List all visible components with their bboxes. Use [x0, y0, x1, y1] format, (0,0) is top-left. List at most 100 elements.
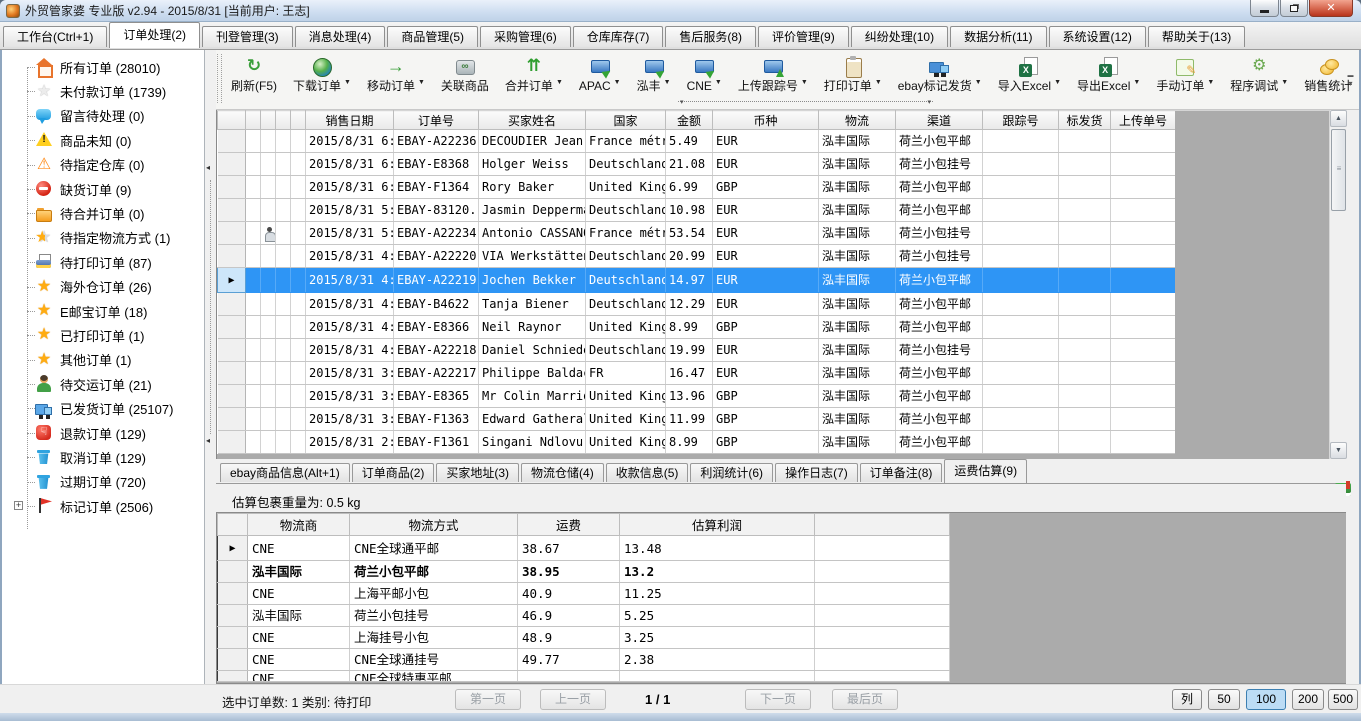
- cell-order_no[interactable]: EBAY-E8365: [393, 384, 479, 408]
- cell-currency[interactable]: EUR: [712, 292, 819, 316]
- flag-cell[interactable]: [260, 292, 276, 316]
- toolbar-button-6[interactable]: APAC ▼: [572, 50, 628, 96]
- flag-cell[interactable]: [275, 384, 291, 408]
- row-selector-cell[interactable]: [217, 198, 246, 222]
- cell-currency[interactable]: EUR: [712, 267, 819, 293]
- flag-cell[interactable]: [260, 198, 276, 222]
- flag-cell[interactable]: [290, 221, 306, 245]
- flag-cell[interactable]: [245, 384, 261, 408]
- cell-country[interactable]: United Kingdom: [585, 384, 666, 408]
- row-selector-cell[interactable]: ▶: [217, 535, 248, 561]
- cell-buyer[interactable]: DECOUDIER Jean-f...: [478, 129, 586, 153]
- tree-expander-icon[interactable]: +: [14, 500, 23, 511]
- flag-cell[interactable]: [275, 152, 291, 176]
- cell-channel[interactable]: 荷兰小包挂号: [895, 221, 983, 245]
- dropdown-arrow-icon[interactable]: ▼: [800, 79, 808, 86]
- toolbar-button-15[interactable]: 程序调试▼: [1223, 50, 1295, 96]
- flag-cell[interactable]: [275, 175, 291, 199]
- row-selector-cell[interactable]: [217, 626, 248, 649]
- flag-cell[interactable]: [260, 175, 276, 199]
- flag-cell[interactable]: [260, 407, 276, 431]
- cell-date[interactable]: 2015/8/31 4:11: [305, 315, 394, 339]
- flag-cell[interactable]: [290, 384, 306, 408]
- collapse-arrow-icon[interactable]: ◂: [206, 163, 211, 172]
- flag-cell[interactable]: [290, 152, 306, 176]
- column-header[interactable]: 买家姓名: [478, 110, 586, 130]
- cell-channel[interactable]: 荷兰小包平邮: [895, 407, 983, 431]
- last-page-button[interactable]: 最后页: [832, 689, 898, 710]
- cell-order_no[interactable]: EBAY-E8368: [393, 152, 479, 176]
- cell-profit[interactable]: 3.25: [619, 626, 815, 649]
- cell-buyer[interactable]: Jasmin Deppermann: [478, 198, 586, 222]
- toolbar-button-8[interactable]: CNE ▼: [680, 50, 729, 96]
- cell-profit[interactable]: 5.25: [619, 604, 815, 627]
- menu-tab-6[interactable]: 采购管理(6): [480, 26, 571, 47]
- freight-row[interactable]: CNE CNE全球特惠平邮: [217, 670, 950, 682]
- cell-amount[interactable]: 5.49: [665, 129, 713, 153]
- freight-row[interactable]: 泓丰国际 荷兰小包挂号 46.9 5.25: [217, 604, 950, 627]
- cell-fee[interactable]: 40.9: [517, 582, 620, 605]
- column-header[interactable]: 渠道: [895, 110, 983, 130]
- column-header[interactable]: 物流商: [247, 513, 350, 536]
- cell-date[interactable]: 2015/8/31 6:37: [305, 129, 394, 153]
- cell-logistics[interactable]: 泓丰国际: [818, 430, 896, 454]
- cell-provider[interactable]: CNE: [247, 582, 350, 605]
- row-selector-cell[interactable]: [217, 384, 246, 408]
- next-page-button[interactable]: 下一页: [745, 689, 811, 710]
- sidebar-item-12[interactable]: 已打印订单 (1): [2, 323, 204, 347]
- toolbar-button-10[interactable]: 打印订单 ▼: [817, 50, 889, 96]
- toolbar-button-14[interactable]: 手动订单▼: [1149, 50, 1221, 96]
- cell-buyer[interactable]: VIA Werkstätten ...: [478, 244, 586, 268]
- sidebar-item-17[interactable]: 取消订单 (129): [2, 445, 204, 469]
- detail-tab-1[interactable]: ebay商品信息(Alt+1): [220, 463, 350, 482]
- cell-amount[interactable]: 8.99: [665, 315, 713, 339]
- flag-cell[interactable]: [245, 407, 261, 431]
- cell-upload_no[interactable]: [1110, 221, 1176, 245]
- row-selector-cell[interactable]: [217, 244, 246, 268]
- collapsed-panel-handle[interactable]: ▾ ▾: [678, 99, 933, 106]
- sidebar-item-11[interactable]: E邮宝订单 (18): [2, 299, 204, 323]
- cell-tracking[interactable]: [982, 198, 1059, 222]
- cell-ship_mark[interactable]: [1058, 292, 1111, 316]
- row-selector-cell[interactable]: [217, 221, 246, 245]
- cell-tracking[interactable]: [982, 407, 1059, 431]
- cell-channel[interactable]: 荷兰小包挂号: [895, 338, 983, 362]
- detail-tab-5[interactable]: 收款信息(5): [605, 463, 689, 482]
- menu-tab-7[interactable]: 仓库库存(7): [572, 26, 664, 47]
- cell-buyer[interactable]: Mr Colin Marriott: [478, 384, 586, 408]
- cell-tracking[interactable]: [982, 292, 1059, 316]
- cell-country[interactable]: Deutschland: [585, 152, 666, 176]
- row-selector-cell[interactable]: [217, 361, 246, 385]
- sidebar-item-2[interactable]: 未付款订单 (1739): [2, 79, 204, 103]
- row-selector-cell[interactable]: [217, 582, 248, 605]
- menu-tab-12[interactable]: 系统设置(12): [1048, 26, 1146, 47]
- flag-cell[interactable]: [290, 198, 306, 222]
- dropdown-arrow-icon[interactable]: ▼: [714, 79, 722, 86]
- flag-cell[interactable]: [290, 430, 306, 454]
- cell-profit[interactable]: 2.38: [619, 648, 815, 671]
- cell-order_no[interactable]: EBAY-A22219: [393, 267, 479, 293]
- page-size-50-button[interactable]: 50: [1208, 689, 1240, 710]
- cell-country[interactable]: FR: [585, 361, 666, 385]
- cell-ship_mark[interactable]: [1058, 361, 1111, 385]
- sidebar-item-3[interactable]: 留言待处理 (0): [2, 104, 204, 128]
- cell-date[interactable]: 2015/8/31 4:46: [305, 267, 394, 293]
- cell-upload_no[interactable]: [1110, 430, 1176, 454]
- cell-channel[interactable]: 荷兰小包挂号: [895, 152, 983, 176]
- freight-row[interactable]: CNE 上海挂号小包 48.9 3.25: [217, 626, 950, 649]
- scrollbar-thumb[interactable]: ≡: [1331, 129, 1346, 211]
- cell-buyer[interactable]: Singani Ndlovu: [478, 430, 586, 454]
- cell-ship_mark[interactable]: [1058, 129, 1111, 153]
- cell-logistics[interactable]: 泓丰国际: [818, 175, 896, 199]
- cell-country[interactable]: United Kingdom: [585, 407, 666, 431]
- flag-cell[interactable]: [245, 175, 261, 199]
- cell-upload_no[interactable]: [1110, 267, 1176, 293]
- flag-cell[interactable]: [275, 244, 291, 268]
- toolbar-button-7[interactable]: 泓丰 ▼: [630, 50, 678, 96]
- cell-amount[interactable]: 19.99: [665, 338, 713, 362]
- cell-method[interactable]: 上海挂号小包: [349, 626, 518, 649]
- menu-tab-1[interactable]: 工作台(Ctrl+1): [3, 26, 108, 47]
